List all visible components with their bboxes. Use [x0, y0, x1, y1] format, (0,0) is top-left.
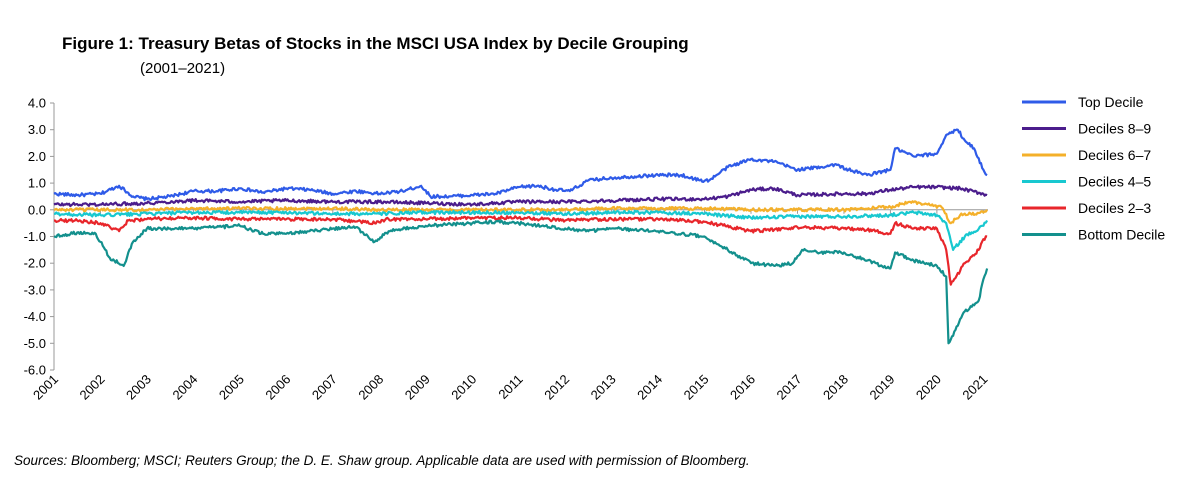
- x-tick-label: 2017: [774, 372, 805, 403]
- y-tick-label: 2.0: [28, 149, 46, 164]
- x-tick-label: 2010: [448, 372, 479, 403]
- x-tick-label: 2007: [309, 372, 340, 403]
- series-line-2: [53, 184, 988, 208]
- x-tick-label: 2006: [262, 372, 293, 403]
- x-tick-label: 2016: [727, 372, 758, 403]
- y-tick-label: 0.0: [28, 202, 46, 217]
- x-tick-label: 2018: [820, 372, 851, 403]
- series-line-6: [53, 219, 989, 345]
- x-tick-label: 2013: [588, 372, 619, 403]
- y-tick-label: -4.0: [24, 309, 46, 324]
- chart-subtitle: (2001–2021): [140, 60, 226, 77]
- x-tick-label: 2009: [402, 372, 433, 403]
- series-line-1: [53, 128, 988, 202]
- series-line-4: [54, 209, 989, 251]
- series-line-5: [53, 215, 988, 286]
- y-tick-label: -6.0: [24, 363, 46, 378]
- source-note: Sources: Bloomberg; MSCI; Reuters Group;…: [14, 453, 750, 468]
- y-tick-label: -1.0: [24, 229, 46, 244]
- legend-label: Deciles 2–3: [1078, 200, 1151, 216]
- legend-label: Bottom Decile: [1078, 227, 1165, 243]
- y-tick-label: -2.0: [24, 256, 46, 271]
- x-tick-label: 2004: [169, 372, 200, 403]
- legend-label: Deciles 4–5: [1078, 174, 1151, 190]
- y-tick-label: -5.0: [24, 336, 46, 351]
- y-tick-label: 1.0: [28, 176, 46, 191]
- series-line-3: [53, 200, 988, 225]
- x-tick-label: 2011: [495, 372, 525, 402]
- y-tick-label: 3.0: [28, 122, 46, 137]
- x-tick-label: 2021: [959, 372, 990, 403]
- x-tick-label: 2005: [216, 372, 247, 403]
- legend-label: Deciles 6–7: [1078, 147, 1151, 163]
- x-tick-label: 2003: [123, 372, 154, 403]
- x-tick-label: 2020: [913, 372, 944, 403]
- legend-label: Deciles 8–9: [1078, 121, 1151, 137]
- legend-label: Top Decile: [1078, 94, 1144, 110]
- y-tick-label: 4.0: [28, 96, 46, 111]
- x-tick-label: 2015: [681, 372, 712, 403]
- chart-title: Figure 1: Treasury Betas of Stocks in th…: [62, 34, 689, 53]
- x-tick-label: 2019: [866, 372, 897, 403]
- x-tick-label: 2014: [634, 372, 665, 403]
- x-tick-label: 2012: [541, 372, 572, 403]
- x-tick-label: 2008: [355, 372, 386, 403]
- y-tick-label: -3.0: [24, 282, 46, 297]
- x-tick-label: 2002: [77, 372, 108, 403]
